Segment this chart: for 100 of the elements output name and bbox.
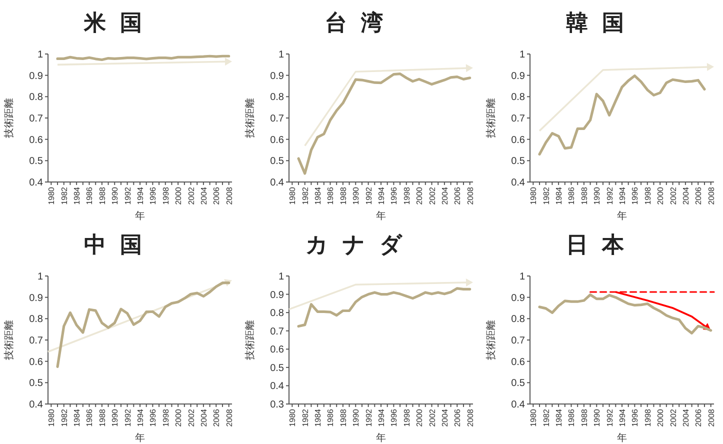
chart-title: 台湾 <box>325 10 397 35</box>
y-tick-label: 0.5 <box>270 362 284 374</box>
x-tick-label: 1994 <box>377 186 386 205</box>
x-tick-label: 2006 <box>694 408 704 427</box>
y-axis-title: 技術距離 <box>485 320 497 361</box>
y-axis-title: 技術距離 <box>244 98 256 139</box>
x-tick-label: 2002 <box>668 408 678 427</box>
y-tick-label: 0.6 <box>29 134 44 146</box>
x-axis-title: 年 <box>617 210 627 222</box>
x-tick-label: 1984 <box>314 186 323 205</box>
chart-title: 中国 <box>84 232 156 257</box>
x-tick-label: 1986 <box>85 408 94 427</box>
y-tick-label: 0.7 <box>270 114 284 124</box>
x-tick-label: 1982 <box>60 408 69 427</box>
y-tick-label: 0.7 <box>511 336 526 346</box>
x-tick-label: 2004 <box>440 186 450 205</box>
x-tick-label: 2008 <box>466 408 475 427</box>
x-tick-label: 1990 <box>110 186 120 205</box>
y-tick-label: 0.8 <box>270 92 284 104</box>
x-axis-title: 年 <box>135 432 145 444</box>
x-tick-label: 1986 <box>567 408 576 427</box>
y-tick-label: 1 <box>519 50 526 60</box>
x-tick-label: 1986 <box>326 186 336 205</box>
y-tick-label: 0.4 <box>511 178 526 188</box>
line-series <box>538 74 706 156</box>
x-axis-title: 年 <box>376 210 386 222</box>
y-tick-label: 0.4 <box>29 178 44 188</box>
x-tick-label: 2008 <box>224 186 234 205</box>
y-tick-label: 0.9 <box>270 70 284 82</box>
x-tick-label: 2008 <box>466 186 475 205</box>
x-tick-label: 1984 <box>554 408 564 427</box>
x-tick-label: 2008 <box>224 408 234 427</box>
y-tick-label: 0.6 <box>511 134 526 146</box>
y-tick-label: 0.7 <box>29 114 44 124</box>
x-tick-label: 1992 <box>123 408 132 427</box>
y-tick-label: 0.6 <box>511 356 526 368</box>
x-tick-label: 2002 <box>428 186 437 205</box>
y-axis-title: 技術距離 <box>244 320 256 361</box>
x-tick-label: 1986 <box>326 408 336 427</box>
x-tick-label: 1994 <box>618 408 627 427</box>
chart-title: 韓国 <box>566 10 638 35</box>
y-tick-label: 0.9 <box>29 70 44 82</box>
chart-title: 米国 <box>83 10 156 35</box>
x-tick-label: 2008 <box>706 408 716 427</box>
y-tick-label: 0.4 <box>511 400 526 410</box>
x-tick-label: 1994 <box>377 408 386 427</box>
y-tick-label: 0.6 <box>270 134 284 146</box>
x-tick-label: 2000 <box>174 408 184 427</box>
x-tick-label: 1990 <box>110 408 120 427</box>
x-tick-label: 1996 <box>630 186 640 205</box>
x-axis-title: 年 <box>376 432 386 444</box>
x-tick-label: 2002 <box>668 186 678 205</box>
x-tick-label: 1990 <box>592 186 602 205</box>
x-tick-label: 2000 <box>415 186 424 205</box>
x-tick-label: 1992 <box>364 186 374 205</box>
x-tick-label: 1988 <box>580 186 589 205</box>
x-tick-label: 1982 <box>542 408 551 427</box>
x-tick-label: 1988 <box>338 186 348 205</box>
x-tick-label: 1980 <box>529 186 538 205</box>
x-tick-label: 2002 <box>186 186 196 205</box>
x-tick-label: 2008 <box>706 186 716 205</box>
x-tick-label: 2002 <box>186 408 196 427</box>
x-tick-label: 2006 <box>212 408 222 427</box>
x-tick-label: 1984 <box>72 186 82 205</box>
y-tick-label: 0.5 <box>29 378 44 390</box>
x-tick-label: 1998 <box>161 186 170 205</box>
y-tick-label: 0.4 <box>270 381 284 392</box>
x-tick-label: 1990 <box>592 408 602 427</box>
x-tick-label: 1994 <box>618 186 627 205</box>
x-tick-label: 2004 <box>199 408 208 427</box>
x-tick-label: 2004 <box>681 408 690 427</box>
x-tick-label: 1998 <box>643 186 652 205</box>
x-tick-label: 1988 <box>98 186 107 205</box>
x-tick-label: 1980 <box>288 186 298 205</box>
x-tick-label: 1996 <box>148 186 158 205</box>
line-series <box>297 72 472 175</box>
y-tick-label: 0.7 <box>29 336 44 346</box>
x-tick-label: 1982 <box>542 186 551 205</box>
x-tick-label: 1986 <box>85 186 94 205</box>
x-tick-label: 2000 <box>656 408 666 427</box>
x-tick-label: 1990 <box>352 408 361 427</box>
x-tick-label: 1982 <box>60 186 69 205</box>
y-tick-label: 0.5 <box>511 156 526 168</box>
y-tick-label: 0.4 <box>29 400 44 410</box>
y-tick-label: 0.5 <box>29 156 44 168</box>
x-tick-label: 1998 <box>161 408 170 427</box>
y-axis-title: 技術距離 <box>3 320 15 361</box>
x-tick-label: 1996 <box>148 408 158 427</box>
x-tick-label: 1996 <box>630 408 640 427</box>
y-tick-label: 0.9 <box>29 292 44 304</box>
x-tick-label: 2006 <box>212 186 222 205</box>
x-tick-label: 1988 <box>338 408 348 427</box>
x-tick-label: 1984 <box>314 408 323 427</box>
y-tick-label: 0.3 <box>270 400 284 410</box>
x-tick-label: 2004 <box>440 408 450 427</box>
line-series <box>538 293 712 334</box>
y-tick-label: 0.9 <box>511 70 526 82</box>
x-tick-label: 1992 <box>364 408 374 427</box>
y-tick-label: 0.8 <box>29 314 44 326</box>
x-tick-label: 1980 <box>288 408 298 427</box>
